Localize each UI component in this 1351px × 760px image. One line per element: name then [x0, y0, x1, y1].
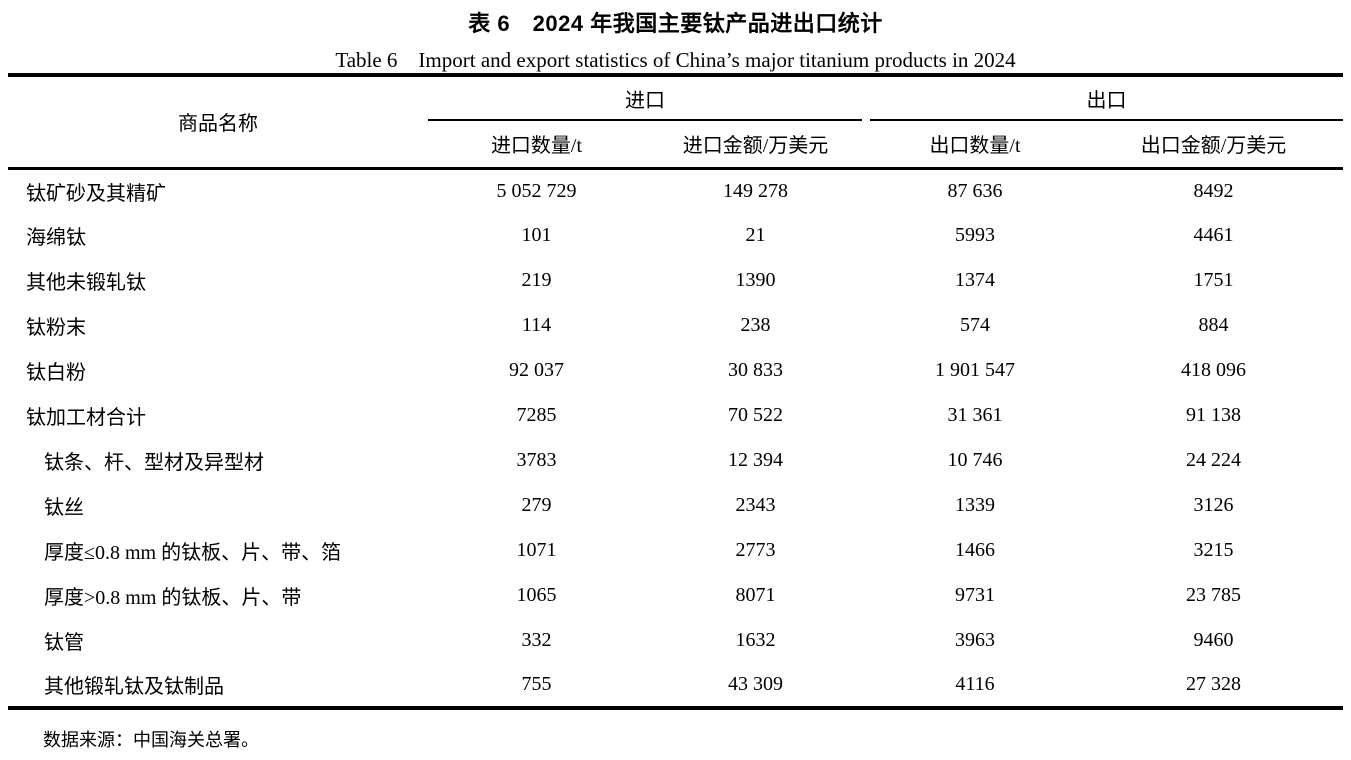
import-export-table: 商品名称 进口 出口 进口数量/t 进口金额/万美元 出口数量/t 出口金额/万…: [8, 73, 1343, 710]
cell-export-qty: 4116: [955, 673, 995, 695]
cell-export-qty: 87 636: [947, 179, 1003, 202]
cell-product-name: 其他未锻轧钛: [26, 272, 146, 294]
cell-export-qty: 10 746: [947, 449, 1003, 471]
cell-product-name: 钛丝: [44, 497, 84, 519]
table-row: 其他锻轧钛及钛制品 755 43 309 4116 27 328: [8, 663, 1343, 708]
cell-product-name: 钛矿砂及其精矿: [26, 182, 166, 205]
cell-import-qty: 7285: [516, 404, 557, 426]
cell-import-value: 30 833: [728, 359, 783, 381]
table-row: 钛白粉 92 037 30 833 1 901 547 418 096: [8, 348, 1343, 393]
cell-import-qty: 332: [521, 629, 552, 651]
cell-import-value: 2343: [735, 494, 776, 516]
table-body: 钛矿砂及其精矿 5 052 729 149 278 87 636 8492 海绵…: [8, 168, 1343, 708]
cell-export-qty: 574: [960, 314, 990, 336]
cell-import-value: 8071: [735, 584, 776, 606]
cell-export-qty: 1374: [955, 269, 995, 291]
cell-import-value: 238: [740, 314, 771, 336]
cell-export-value: 9460: [1193, 629, 1234, 651]
cell-product-name: 钛条、杆、型材及异型材: [44, 452, 264, 474]
data-source-note: 数据来源：中国海关总署。: [43, 730, 259, 750]
table-header: 商品名称 进口 出口 进口数量/t 进口金额/万美元 出口数量/t 出口金额/万…: [8, 75, 1343, 170]
header-group-import-label: 进口: [625, 89, 665, 112]
header-import-value: 进口金额/万美元: [645, 121, 866, 170]
group-header-row: 商品名称 进口 出口: [8, 75, 1343, 170]
cell-export-qty: 1466: [955, 539, 995, 561]
cell-export-qty: 1 901 547: [935, 359, 1015, 381]
cell-import-qty: 1071: [516, 539, 557, 561]
header-group-import: 进口: [428, 75, 866, 121]
cell-export-qty: 3963: [955, 629, 995, 651]
cell-product-name: 钛管: [44, 632, 84, 654]
header-export-qty: 出口数量/t: [866, 121, 1084, 170]
cell-export-value: 27 328: [1186, 673, 1241, 695]
cell-export-qty: 1339: [955, 494, 995, 516]
table-row: 厚度≤0.8 mm 的钛板、片、带、箔 1071 2773 1466 3215: [8, 528, 1343, 573]
cell-export-value: 24 224: [1186, 449, 1241, 471]
cell-import-value: 70 522: [728, 404, 783, 426]
header-import-qty: 进口数量/t: [428, 121, 645, 170]
cell-product-name: 厚度>0.8 mm 的钛板、片、带: [44, 587, 302, 609]
sub-header-row: 进口数量/t 进口金额/万美元 出口数量/t 出口金额/万美元: [8, 121, 1343, 170]
cell-import-qty: 1065: [516, 584, 557, 606]
cell-import-qty: 219: [521, 269, 552, 291]
cell-product-name: 海绵钛: [26, 227, 86, 249]
table-row: 钛丝 279 2343 1339 3126: [8, 483, 1343, 528]
cell-export-value: 23 785: [1186, 584, 1241, 606]
cell-import-qty: 279: [521, 494, 552, 516]
table-row: 钛管 332 1632 3963 9460: [8, 618, 1343, 663]
cell-export-qty: 5993: [955, 224, 995, 246]
table-row: 海绵钛 101 21 5993 4461: [8, 213, 1343, 258]
cell-export-value: 3215: [1193, 539, 1234, 561]
cell-import-value: 21: [745, 224, 766, 246]
cell-import-qty: 5 052 729: [496, 179, 577, 202]
cell-import-value: 1390: [735, 269, 776, 291]
table-row: 钛矿砂及其精矿 5 052 729 149 278 87 636 8492: [8, 168, 1343, 213]
header-export-value: 出口金额/万美元: [1084, 121, 1343, 170]
cell-product-name: 钛加工材合计: [26, 407, 146, 429]
cell-export-value: 8492: [1193, 179, 1234, 202]
cell-export-value: 4461: [1193, 224, 1234, 246]
cell-import-qty: 114: [521, 314, 552, 336]
cell-product-name: 钛白粉: [26, 362, 86, 384]
table-row: 厚度>0.8 mm 的钛板、片、带 1065 8071 9731 23 785: [8, 573, 1343, 618]
cell-export-value: 1751: [1193, 269, 1234, 291]
cell-import-qty: 101: [521, 224, 552, 246]
cell-product-name: 钛粉末: [26, 317, 86, 339]
header-group-export-label: 出口: [1086, 89, 1127, 112]
table-title-zh: 表 6 2024 年我国主要钛产品进出口统计: [468, 11, 883, 36]
cell-import-qty: 3783: [516, 449, 557, 471]
table-row: 钛条、杆、型材及异型材 3783 12 394 10 746 24 224: [8, 438, 1343, 483]
cell-export-qty: 31 361: [947, 404, 1003, 426]
cell-import-value: 149 278: [723, 179, 788, 202]
cell-import-value: 12 394: [728, 449, 783, 471]
cell-product-name: 其他锻轧钛及钛制品: [44, 676, 224, 698]
cell-import-value: 2773: [735, 539, 776, 561]
cell-export-value: 3126: [1193, 494, 1234, 516]
cell-export-value: 91 138: [1186, 404, 1241, 426]
cell-import-value: 1632: [735, 629, 776, 651]
cell-export-value: 884: [1198, 314, 1229, 336]
cell-import-value: 43 309: [728, 673, 783, 695]
cell-product-name: 厚度≤0.8 mm 的钛板、片、带、箔: [44, 542, 342, 564]
header-group-export: 出口: [866, 75, 1343, 121]
table-row: 钛加工材合计 7285 70 522 31 361 91 138: [8, 393, 1343, 438]
header-product-name: 商品名称: [8, 75, 428, 170]
cell-import-qty: 92 037: [509, 359, 564, 381]
cell-export-qty: 9731: [955, 584, 995, 606]
table-row: 其他未锻轧钛 219 1390 1374 1751: [8, 258, 1343, 303]
cell-export-value: 418 096: [1181, 359, 1246, 381]
table-row: 钛粉末 114 238 574 884: [8, 303, 1343, 348]
cell-import-qty: 755: [521, 673, 552, 695]
table-title-en: Table 6 Import and export statistics of …: [335, 48, 1016, 72]
